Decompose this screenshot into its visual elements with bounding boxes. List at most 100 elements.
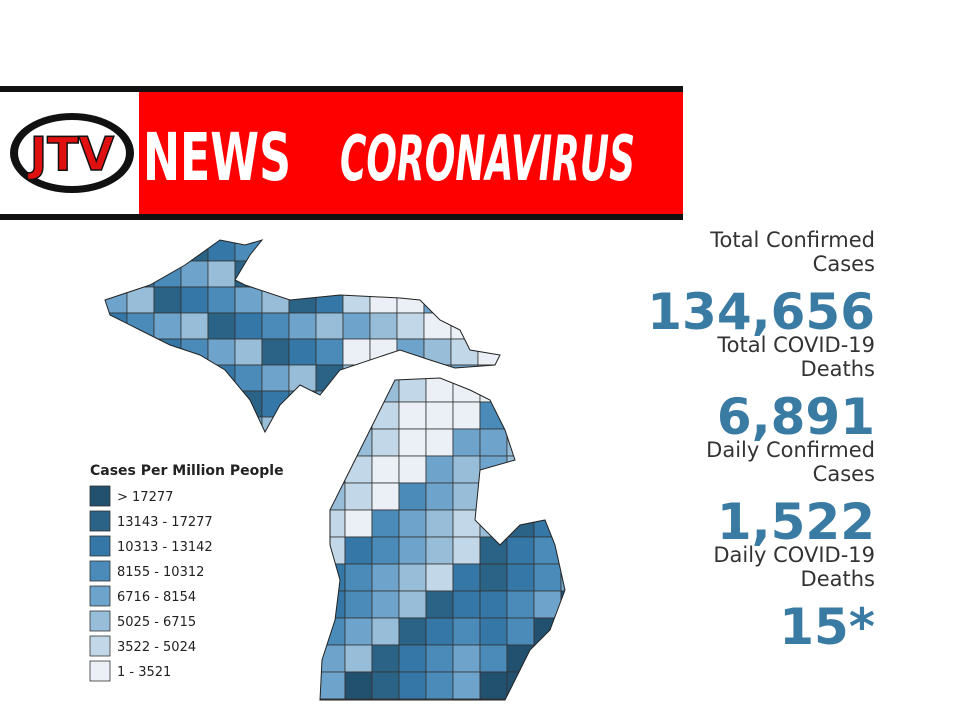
legend-swatch	[89, 535, 111, 557]
county	[477, 312, 500, 340]
county	[315, 286, 344, 314]
county	[153, 338, 182, 366]
county	[180, 364, 209, 392]
county	[288, 364, 317, 392]
county	[344, 671, 373, 700]
county	[560, 536, 565, 565]
county	[320, 698, 346, 700]
stat-label: Daily COVID-19	[713, 543, 875, 567]
county	[398, 644, 427, 673]
stat-label: Deaths	[801, 357, 875, 381]
county	[105, 240, 128, 262]
county	[207, 338, 236, 366]
county	[207, 260, 236, 288]
county	[425, 644, 454, 673]
county	[425, 428, 454, 457]
county	[425, 482, 454, 511]
stat-value: 1,522	[717, 493, 875, 551]
county	[261, 286, 290, 314]
county	[315, 260, 344, 288]
county	[479, 563, 508, 592]
county	[371, 482, 400, 511]
county	[452, 644, 481, 673]
county	[344, 401, 373, 430]
county	[452, 536, 481, 565]
county	[479, 644, 508, 673]
legend: Cases Per Million People > 17277 13143 - …	[89, 463, 284, 682]
county	[261, 260, 290, 288]
county	[105, 338, 128, 366]
legend-swatch	[89, 510, 111, 532]
county	[369, 240, 398, 262]
county	[425, 378, 454, 403]
county	[560, 563, 565, 592]
county	[180, 286, 209, 314]
county	[506, 482, 535, 511]
county	[452, 563, 481, 592]
county	[398, 617, 427, 646]
county	[288, 416, 317, 432]
county	[423, 286, 452, 314]
county	[398, 590, 427, 619]
county	[105, 286, 128, 314]
county	[533, 563, 562, 592]
county	[423, 338, 452, 366]
county	[425, 698, 454, 700]
county	[371, 698, 400, 700]
legend-swatch	[89, 560, 111, 582]
legend-swatch	[89, 635, 111, 657]
county	[126, 364, 155, 392]
county	[560, 482, 565, 511]
county	[450, 312, 479, 340]
county	[396, 240, 425, 262]
legend-label: 6716 - 8154	[117, 590, 196, 605]
county	[423, 240, 452, 262]
county	[479, 536, 508, 565]
county	[207, 240, 236, 262]
county	[396, 260, 425, 288]
county	[425, 536, 454, 565]
county	[105, 390, 128, 418]
county	[450, 260, 479, 288]
county	[533, 378, 562, 403]
county	[560, 590, 565, 619]
county	[506, 428, 535, 457]
county	[153, 260, 182, 288]
county	[560, 401, 565, 430]
county	[234, 312, 263, 340]
county	[153, 286, 182, 314]
stat-value: 6,891	[717, 388, 875, 446]
county	[126, 240, 155, 262]
legend-title: Cases Per Million People	[90, 463, 284, 479]
stat-value: 15*	[779, 598, 875, 656]
county	[320, 590, 346, 619]
county	[533, 509, 562, 538]
county	[261, 240, 290, 262]
county	[533, 428, 562, 457]
county	[450, 338, 479, 366]
county	[320, 401, 346, 430]
county	[560, 644, 565, 673]
county	[506, 401, 535, 430]
county	[207, 416, 236, 432]
county	[398, 378, 427, 403]
county	[315, 338, 344, 366]
county	[398, 401, 427, 430]
county	[533, 455, 562, 484]
county	[126, 390, 155, 418]
county	[396, 312, 425, 340]
county	[180, 240, 209, 262]
county	[560, 617, 565, 646]
county	[288, 312, 317, 340]
county	[506, 378, 535, 403]
county	[320, 509, 346, 538]
county	[320, 428, 346, 457]
county	[371, 536, 400, 565]
county	[533, 401, 562, 430]
county	[180, 312, 209, 340]
county	[452, 617, 481, 646]
county	[479, 482, 508, 511]
county	[533, 698, 562, 700]
legend-swatch	[89, 660, 111, 682]
legend-swatch	[89, 585, 111, 607]
